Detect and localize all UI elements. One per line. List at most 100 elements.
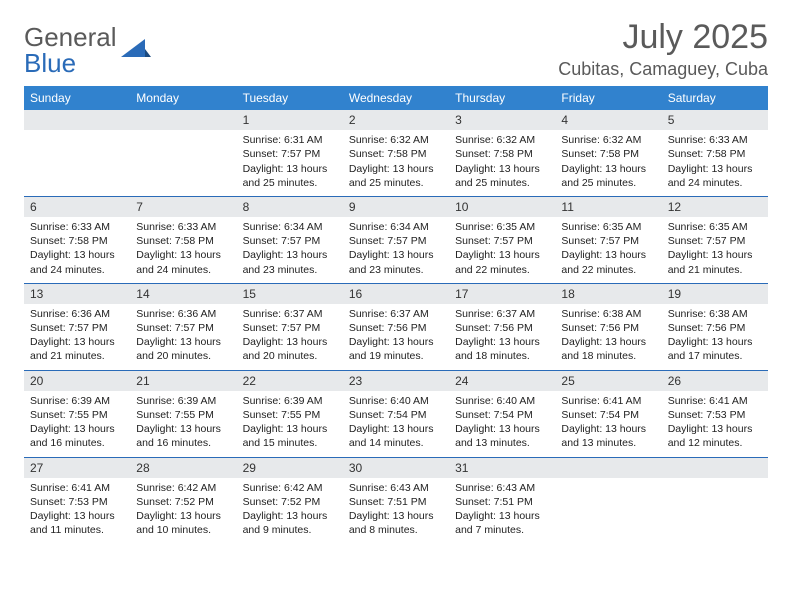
weekday-header-row: SundayMondayTuesdayWednesdayThursdayFrid… bbox=[24, 86, 768, 110]
day-cell: 26Sunrise: 6:41 AMSunset: 7:53 PMDayligh… bbox=[662, 371, 768, 457]
day-data: Sunrise: 6:36 AMSunset: 7:57 PMDaylight:… bbox=[24, 304, 130, 370]
daylight-line: Daylight: 13 hours and 25 minutes. bbox=[561, 162, 655, 190]
daylight-line: Daylight: 13 hours and 16 minutes. bbox=[136, 422, 230, 450]
sunset-line: Sunset: 7:58 PM bbox=[561, 147, 655, 161]
sunrise-line: Sunrise: 6:39 AM bbox=[136, 394, 230, 408]
weekday-header: Sunday bbox=[24, 86, 130, 110]
sunrise-line: Sunrise: 6:37 AM bbox=[243, 307, 337, 321]
daylight-line: Daylight: 13 hours and 20 minutes. bbox=[243, 335, 337, 363]
day-number: 31 bbox=[449, 458, 555, 478]
daylight-line: Daylight: 13 hours and 17 minutes. bbox=[668, 335, 762, 363]
sunrise-line: Sunrise: 6:40 AM bbox=[349, 394, 443, 408]
sunset-line: Sunset: 7:54 PM bbox=[349, 408, 443, 422]
day-cell: 24Sunrise: 6:40 AMSunset: 7:54 PMDayligh… bbox=[449, 371, 555, 457]
day-number: 27 bbox=[24, 458, 130, 478]
sunrise-line: Sunrise: 6:42 AM bbox=[136, 481, 230, 495]
daylight-line: Daylight: 13 hours and 12 minutes. bbox=[668, 422, 762, 450]
day-cell: 12Sunrise: 6:35 AMSunset: 7:57 PMDayligh… bbox=[662, 197, 768, 283]
day-cell: 7Sunrise: 6:33 AMSunset: 7:58 PMDaylight… bbox=[130, 197, 236, 283]
sunset-line: Sunset: 7:57 PM bbox=[30, 321, 124, 335]
day-data: Sunrise: 6:38 AMSunset: 7:56 PMDaylight:… bbox=[662, 304, 768, 370]
sunset-line: Sunset: 7:51 PM bbox=[455, 495, 549, 509]
day-data: Sunrise: 6:40 AMSunset: 7:54 PMDaylight:… bbox=[449, 391, 555, 457]
header: General Blue July 2025 Cubitas, Camaguey… bbox=[24, 18, 768, 80]
sunrise-line: Sunrise: 6:38 AM bbox=[561, 307, 655, 321]
sunset-line: Sunset: 7:57 PM bbox=[349, 234, 443, 248]
daylight-line: Daylight: 13 hours and 16 minutes. bbox=[30, 422, 124, 450]
day-data: Sunrise: 6:35 AMSunset: 7:57 PMDaylight:… bbox=[555, 217, 661, 283]
day-data: Sunrise: 6:42 AMSunset: 7:52 PMDaylight:… bbox=[130, 478, 236, 544]
day-data: Sunrise: 6:41 AMSunset: 7:54 PMDaylight:… bbox=[555, 391, 661, 457]
daylight-line: Daylight: 13 hours and 18 minutes. bbox=[455, 335, 549, 363]
weekday-header: Saturday bbox=[662, 86, 768, 110]
sunrise-line: Sunrise: 6:37 AM bbox=[349, 307, 443, 321]
day-cell: 25Sunrise: 6:41 AMSunset: 7:54 PMDayligh… bbox=[555, 371, 661, 457]
daylight-line: Daylight: 13 hours and 14 minutes. bbox=[349, 422, 443, 450]
day-number: 13 bbox=[24, 284, 130, 304]
day-number: 18 bbox=[555, 284, 661, 304]
sunset-line: Sunset: 7:51 PM bbox=[349, 495, 443, 509]
day-cell: 21Sunrise: 6:39 AMSunset: 7:55 PMDayligh… bbox=[130, 371, 236, 457]
empty-cell bbox=[130, 110, 236, 196]
day-number: 22 bbox=[237, 371, 343, 391]
day-cell: 8Sunrise: 6:34 AMSunset: 7:57 PMDaylight… bbox=[237, 197, 343, 283]
day-cell: 5Sunrise: 6:33 AMSunset: 7:58 PMDaylight… bbox=[662, 110, 768, 196]
daylight-line: Daylight: 13 hours and 25 minutes. bbox=[455, 162, 549, 190]
day-number: 30 bbox=[343, 458, 449, 478]
day-cell: 27Sunrise: 6:41 AMSunset: 7:53 PMDayligh… bbox=[24, 458, 130, 544]
sunrise-line: Sunrise: 6:32 AM bbox=[349, 133, 443, 147]
daylight-line: Daylight: 13 hours and 23 minutes. bbox=[349, 248, 443, 276]
sunset-line: Sunset: 7:58 PM bbox=[455, 147, 549, 161]
sunrise-line: Sunrise: 6:35 AM bbox=[455, 220, 549, 234]
day-cell: 22Sunrise: 6:39 AMSunset: 7:55 PMDayligh… bbox=[237, 371, 343, 457]
day-cell: 6Sunrise: 6:33 AMSunset: 7:58 PMDaylight… bbox=[24, 197, 130, 283]
daylight-line: Daylight: 13 hours and 11 minutes. bbox=[30, 509, 124, 537]
day-cell: 17Sunrise: 6:37 AMSunset: 7:56 PMDayligh… bbox=[449, 284, 555, 370]
daylight-line: Daylight: 13 hours and 9 minutes. bbox=[243, 509, 337, 537]
day-number: 3 bbox=[449, 110, 555, 130]
sunset-line: Sunset: 7:57 PM bbox=[243, 147, 337, 161]
day-number: 1 bbox=[237, 110, 343, 130]
week-row: 13Sunrise: 6:36 AMSunset: 7:57 PMDayligh… bbox=[24, 284, 768, 371]
sunrise-line: Sunrise: 6:41 AM bbox=[668, 394, 762, 408]
daylight-line: Daylight: 13 hours and 21 minutes. bbox=[668, 248, 762, 276]
sunset-line: Sunset: 7:54 PM bbox=[455, 408, 549, 422]
day-cell: 18Sunrise: 6:38 AMSunset: 7:56 PMDayligh… bbox=[555, 284, 661, 370]
day-data: Sunrise: 6:35 AMSunset: 7:57 PMDaylight:… bbox=[662, 217, 768, 283]
sunrise-line: Sunrise: 6:33 AM bbox=[668, 133, 762, 147]
week-row: 20Sunrise: 6:39 AMSunset: 7:55 PMDayligh… bbox=[24, 371, 768, 458]
day-data: Sunrise: 6:37 AMSunset: 7:56 PMDaylight:… bbox=[449, 304, 555, 370]
day-data: Sunrise: 6:37 AMSunset: 7:57 PMDaylight:… bbox=[237, 304, 343, 370]
day-cell: 9Sunrise: 6:34 AMSunset: 7:57 PMDaylight… bbox=[343, 197, 449, 283]
day-number: 4 bbox=[555, 110, 661, 130]
daylight-line: Daylight: 13 hours and 13 minutes. bbox=[455, 422, 549, 450]
sunrise-line: Sunrise: 6:39 AM bbox=[30, 394, 124, 408]
day-number: 10 bbox=[449, 197, 555, 217]
day-cell: 3Sunrise: 6:32 AMSunset: 7:58 PMDaylight… bbox=[449, 110, 555, 196]
day-data: Sunrise: 6:43 AMSunset: 7:51 PMDaylight:… bbox=[343, 478, 449, 544]
day-data: Sunrise: 6:38 AMSunset: 7:56 PMDaylight:… bbox=[555, 304, 661, 370]
sunrise-line: Sunrise: 6:34 AM bbox=[243, 220, 337, 234]
day-cell: 20Sunrise: 6:39 AMSunset: 7:55 PMDayligh… bbox=[24, 371, 130, 457]
day-data: Sunrise: 6:39 AMSunset: 7:55 PMDaylight:… bbox=[237, 391, 343, 457]
brand-part2: Blue bbox=[24, 48, 76, 78]
weekday-header: Friday bbox=[555, 86, 661, 110]
brand-text: General Blue bbox=[24, 24, 117, 76]
day-number: 7 bbox=[130, 197, 236, 217]
sunset-line: Sunset: 7:56 PM bbox=[561, 321, 655, 335]
sunrise-line: Sunrise: 6:43 AM bbox=[455, 481, 549, 495]
week-row: 27Sunrise: 6:41 AMSunset: 7:53 PMDayligh… bbox=[24, 458, 768, 544]
daylight-line: Daylight: 13 hours and 13 minutes. bbox=[561, 422, 655, 450]
day-data: Sunrise: 6:37 AMSunset: 7:56 PMDaylight:… bbox=[343, 304, 449, 370]
sunrise-line: Sunrise: 6:36 AM bbox=[136, 307, 230, 321]
day-number: 15 bbox=[237, 284, 343, 304]
day-cell: 15Sunrise: 6:37 AMSunset: 7:57 PMDayligh… bbox=[237, 284, 343, 370]
empty-cell bbox=[555, 458, 661, 544]
sunrise-line: Sunrise: 6:33 AM bbox=[30, 220, 124, 234]
week-row: 6Sunrise: 6:33 AMSunset: 7:58 PMDaylight… bbox=[24, 197, 768, 284]
sunset-line: Sunset: 7:57 PM bbox=[455, 234, 549, 248]
day-cell: 19Sunrise: 6:38 AMSunset: 7:56 PMDayligh… bbox=[662, 284, 768, 370]
sunrise-line: Sunrise: 6:41 AM bbox=[561, 394, 655, 408]
day-data: Sunrise: 6:41 AMSunset: 7:53 PMDaylight:… bbox=[662, 391, 768, 457]
daylight-line: Daylight: 13 hours and 22 minutes. bbox=[561, 248, 655, 276]
